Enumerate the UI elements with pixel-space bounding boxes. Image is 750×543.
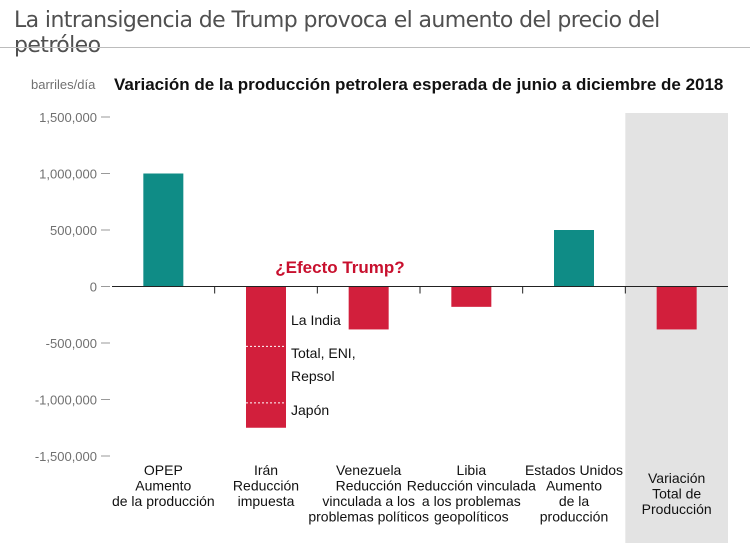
bar: [143, 173, 184, 287]
x-axis-ticks: [214, 286, 626, 294]
bar: [451, 286, 492, 307]
category-label: de la producción: [112, 493, 215, 509]
category-label: Total de: [652, 486, 701, 502]
y-tick-label: -500,000: [46, 336, 97, 351]
category-label: Libia: [457, 462, 487, 478]
bar: [656, 286, 697, 330]
chart-title: Variación de la producción petrolera esp…: [114, 75, 723, 94]
y-axis: 1,500,000 1,000,000 500,000 0 -500,000 -1,000…: [35, 110, 110, 464]
bar: [348, 286, 389, 330]
category-label: Producción: [642, 501, 712, 517]
page-title: La intransigencia de Trump provoca el au…: [14, 8, 660, 58]
category-label: Aumento: [546, 478, 602, 494]
y-tick-label: -1,500,000: [35, 449, 97, 464]
trump-effect-annotation: ¿Efecto Trump?: [275, 258, 404, 277]
iran-segment-label: Japón: [291, 402, 329, 418]
category-label: Reducción: [336, 478, 402, 494]
category-label: Venezuela: [336, 462, 402, 478]
category-label: OPEP: [144, 462, 183, 478]
iran-segment-label: Total, ENI,: [291, 345, 356, 361]
y-axis-unit-label: barriles/día: [31, 77, 96, 92]
category-label: geopolíticos: [434, 509, 509, 525]
y-tick-label: 500,000: [50, 223, 97, 238]
iran-segment-label: Repsol: [291, 368, 335, 384]
y-tick-label: 0: [90, 280, 97, 295]
bars-group: [143, 173, 697, 428]
category-label: Reducción: [233, 478, 299, 494]
category-label: problemas políticos: [308, 509, 429, 525]
iran-segment-label: La India: [291, 312, 341, 328]
category-label: Variación: [648, 470, 705, 486]
category-label: Irán: [254, 462, 278, 478]
category-label: impuesta: [238, 493, 295, 509]
category-label: Estados Unidos: [525, 462, 623, 478]
category-label: vinculada a los: [322, 493, 415, 509]
y-tick-label: 1,000,000: [39, 167, 97, 182]
category-label: a los problemas: [422, 493, 521, 509]
bar: [246, 286, 286, 428]
category-label: Reducción vinculada: [407, 478, 536, 494]
header-divider: [0, 47, 750, 48]
category-label: Aumento: [135, 478, 191, 494]
category-label: producción: [540, 509, 609, 525]
y-tick-label: 1,500,000: [39, 110, 97, 125]
bar: [554, 230, 594, 287]
y-tick-label: -1,000,000: [35, 393, 97, 408]
category-label: de la: [559, 493, 590, 509]
annotations: ¿Efecto Trump? La India Total, ENI, Repsol J…: [246, 258, 405, 418]
